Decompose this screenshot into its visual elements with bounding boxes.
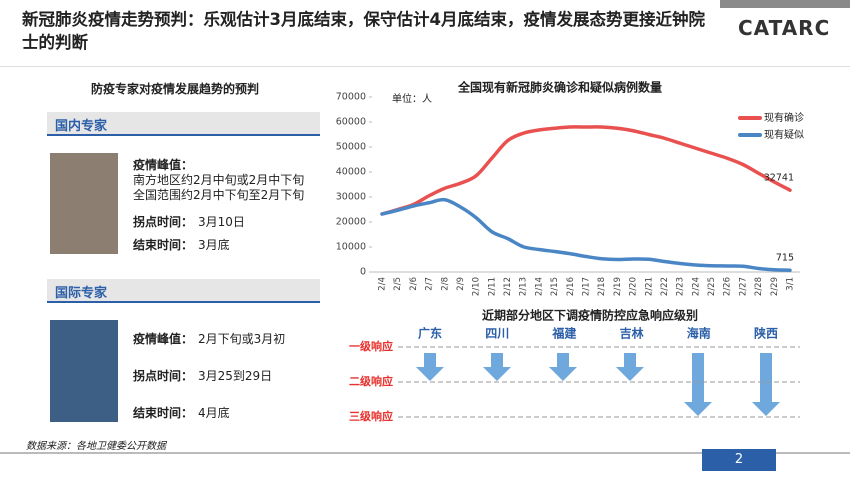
x-tick-label: 2/13 xyxy=(519,277,529,296)
arrow xyxy=(752,353,780,416)
series-line xyxy=(380,197,792,272)
x-tick-label: 2/28 xyxy=(754,277,764,296)
x-tick-label: 2/25 xyxy=(707,277,717,296)
tab xyxy=(47,112,320,136)
item-value: 3月底 xyxy=(198,238,230,252)
x-tick-label: 2/16 xyxy=(566,277,576,296)
response-arrows xyxy=(416,353,780,416)
y-tick-label: 70000 xyxy=(336,92,366,103)
x-tick-label: 2/7 xyxy=(425,277,435,291)
arrow xyxy=(549,353,577,381)
logo: CATARC xyxy=(738,16,831,40)
item-key: 结束时间： xyxy=(133,238,194,252)
response-title: 近期部分地区下调疫情防控应急响应级别 xyxy=(482,308,698,323)
item-value: 3月25到29日 xyxy=(198,369,273,383)
y-tick-label: 20000 xyxy=(336,217,366,228)
item-line: 南方地区约2月中旬或2月中下旬 xyxy=(133,173,305,187)
source: 数据来源：各地卫健委公开数据 xyxy=(26,441,166,452)
x-tick-label: 2/21 xyxy=(644,277,654,296)
arrow xyxy=(616,353,644,381)
photo xyxy=(50,153,118,254)
data-label: 32741 xyxy=(764,173,794,184)
legend-label: 现有疑似 xyxy=(764,128,804,141)
logo-bar xyxy=(720,0,850,8)
x-tick-label: 2/8 xyxy=(440,277,450,291)
page-number: 2 xyxy=(702,449,776,471)
arrow xyxy=(416,353,444,381)
y-tick-label: 30000 xyxy=(336,192,366,203)
y-tick-label: 0 xyxy=(360,267,366,278)
x-tick-label: 2/27 xyxy=(738,277,748,296)
region-label: 吉林 xyxy=(620,326,644,341)
x-tick-label: 2/9 xyxy=(456,277,466,291)
data-label: 715 xyxy=(776,253,794,264)
item-line: 全国范围约2月中下旬至2月下旬 xyxy=(133,188,305,202)
item-key: 拐点时间： xyxy=(133,369,194,383)
level-label: 二级响应 xyxy=(349,374,393,388)
item-key: 疫情峰值： xyxy=(133,332,194,346)
experts-heading: 防疫专家对疫情发展趋势的预判 xyxy=(90,82,259,96)
x-tick-label: 2/22 xyxy=(660,277,670,296)
x-tick-label: 2/5 xyxy=(393,277,403,291)
item-key: 拐点时间： xyxy=(133,215,194,229)
photo xyxy=(50,320,118,422)
legend-label: 现有确诊 xyxy=(764,111,804,124)
slide-title: 新冠肺炎疫情走势预判：乐观估计3月底结束，保守估计4月底结束，疫情发展态势更接近… xyxy=(22,10,705,52)
divider xyxy=(0,66,850,67)
item-value: 2月下旬或3月初 xyxy=(198,332,286,346)
item-value: 4月底 xyxy=(198,406,230,420)
y-tick-label: 10000 xyxy=(336,242,366,253)
x-tick-label: 2/23 xyxy=(676,277,686,296)
y-tick-label: 40000 xyxy=(336,167,366,178)
y-tick-label: 50000 xyxy=(336,142,366,153)
y-axis-label: 单位：人 xyxy=(392,92,432,105)
region-label: 陕西 xyxy=(754,326,778,341)
region-label: 四川 xyxy=(485,327,509,341)
level-label: 一级响应 xyxy=(349,339,393,353)
footer-line xyxy=(0,452,850,454)
chart-title: 全国现有新冠肺炎确诊和疑似病例数量 xyxy=(457,80,662,95)
x-tick-label: 2/18 xyxy=(597,277,607,296)
x-tick-label: 2/26 xyxy=(723,277,733,296)
item-key: 结束时间： xyxy=(133,406,194,420)
x-tick-label: 2/24 xyxy=(691,277,701,296)
x-tick-label: 2/12 xyxy=(503,277,513,296)
region-label: 福建 xyxy=(551,326,577,341)
x-tick-label: 2/11 xyxy=(487,277,497,296)
group-label: 国际专家 xyxy=(55,286,108,301)
x-tick-label: 2/15 xyxy=(550,277,560,296)
region-label: 海南 xyxy=(687,326,711,341)
x-tick-label: 2/17 xyxy=(582,277,592,296)
x-tick-label: 2/19 xyxy=(613,277,623,296)
level-label: 三级响应 xyxy=(349,409,393,423)
x-tick-label: 2/4 xyxy=(378,277,388,291)
x-tick-label: 2/14 xyxy=(534,277,544,296)
arrow xyxy=(684,353,712,416)
group-label: 国内专家 xyxy=(55,119,108,134)
item-value: 3月10日 xyxy=(198,215,245,229)
x-tick-label: 2/10 xyxy=(472,277,482,296)
tab xyxy=(47,279,320,303)
x-tick-label: 3/1 xyxy=(786,277,796,291)
x-tick-label: 2/29 xyxy=(770,277,780,296)
item-key: 疫情峰值： xyxy=(133,158,194,172)
arrow xyxy=(483,353,511,381)
region-label: 广东 xyxy=(418,326,442,341)
x-tick-label: 2/6 xyxy=(409,277,419,291)
y-tick-label: 60000 xyxy=(336,117,366,128)
series-line xyxy=(380,125,792,216)
x-tick-label: 2/20 xyxy=(629,277,639,296)
